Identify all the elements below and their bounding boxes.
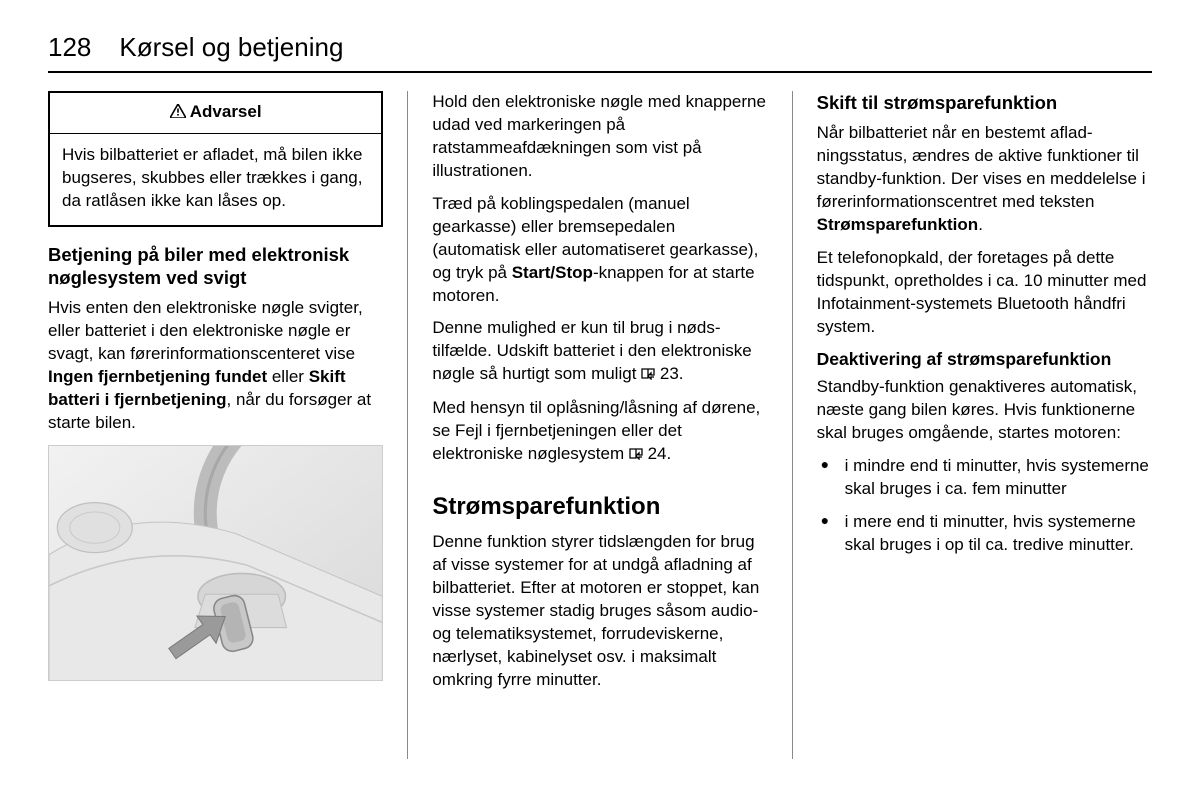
col3-p2: Et telefonopkald, der foretages på dette…: [817, 247, 1152, 339]
bold-text: Start/Stop: [512, 263, 593, 282]
text: Med hensyn til oplåsning/låsning af døre…: [432, 398, 760, 463]
col2-p3: Denne mulighed er kun til brug i nøds­ti…: [432, 317, 767, 387]
col3-p3: Standby-funktion genaktiveres auto­matis…: [817, 376, 1152, 445]
col2-p1: Hold den elektroniske nøgle med knappern…: [432, 91, 767, 183]
page-ref: 23: [660, 364, 679, 383]
col2-p4: Med hensyn til oplåsning/låsning af døre…: [432, 397, 767, 467]
warning-header: Advarsel: [50, 93, 381, 134]
bold-text: Ingen fjernbetjening fundet: [48, 367, 267, 386]
column-separator: [407, 91, 408, 759]
warning-body: Hvis bilbatteriet er afladet, må bilen i…: [50, 134, 381, 225]
col3-bullet-list: i mindre end ti minutter, hvis systemern…: [817, 455, 1152, 567]
bold-text: Strømsparefunktion: [817, 215, 979, 234]
page-header: 128 Kørsel og betjening: [48, 32, 1152, 73]
warning-label: Advarsel: [190, 102, 262, 121]
col3-h1: Skift til strømsparefunktion: [817, 91, 1152, 114]
col2-p5: Denne funktion styrer tidslængden for br…: [432, 531, 767, 692]
key-placement-figure: [48, 445, 383, 681]
list-item: i mere end ti minutter, hvis syste­merne…: [817, 511, 1152, 557]
text: eller: [267, 367, 309, 386]
column-1: Advarsel Hvis bilbatteriet er afladet, m…: [48, 91, 383, 759]
text: .: [667, 444, 672, 463]
col2-p2: Træd på koblingspedalen (manuel gearkass…: [432, 193, 767, 308]
text: Denne mulighed er kun til brug i nøds­ti…: [432, 318, 751, 383]
warning-box: Advarsel Hvis bilbatteriet er afladet, m…: [48, 91, 383, 227]
text: .: [679, 364, 684, 383]
text: .: [978, 215, 983, 234]
col3-h2: Deaktivering af strømsparefunktion: [817, 349, 1152, 371]
col1-subheading: Betjening på biler med elektronisk nøgle…: [48, 243, 383, 289]
page-number: 128: [48, 32, 91, 63]
col1-paragraph-1: Hvis enten den elektroniske nøgle svigte…: [48, 297, 383, 435]
manual-page: 128 Kørsel og betjening Advarsel Hvis bi…: [0, 0, 1200, 802]
page-ref-icon: [629, 444, 643, 467]
column-3: Skift til strømsparefunktion Når bilbatt…: [817, 91, 1152, 759]
list-item: i mindre end ti minutter, hvis systemern…: [817, 455, 1152, 501]
page-ref: 24: [648, 444, 667, 463]
content-columns: Advarsel Hvis bilbatteriet er afladet, m…: [48, 91, 1152, 759]
chapter-title: Kørsel og betjening: [119, 32, 343, 63]
page-ref-icon: [641, 364, 655, 387]
column-separator: [792, 91, 793, 759]
col3-p1: Når bilbatteriet når en bestemt aflad­ni…: [817, 122, 1152, 237]
text: Hvis enten den elektroniske nøgle svigte…: [48, 298, 363, 363]
warning-triangle-icon: [170, 102, 186, 125]
col2-heading: Strømsparefunktion: [432, 491, 767, 523]
text: Når bilbatteriet når en bestemt aflad­ni…: [817, 123, 1146, 211]
column-2: Hold den elektroniske nøgle med knappern…: [432, 91, 767, 759]
